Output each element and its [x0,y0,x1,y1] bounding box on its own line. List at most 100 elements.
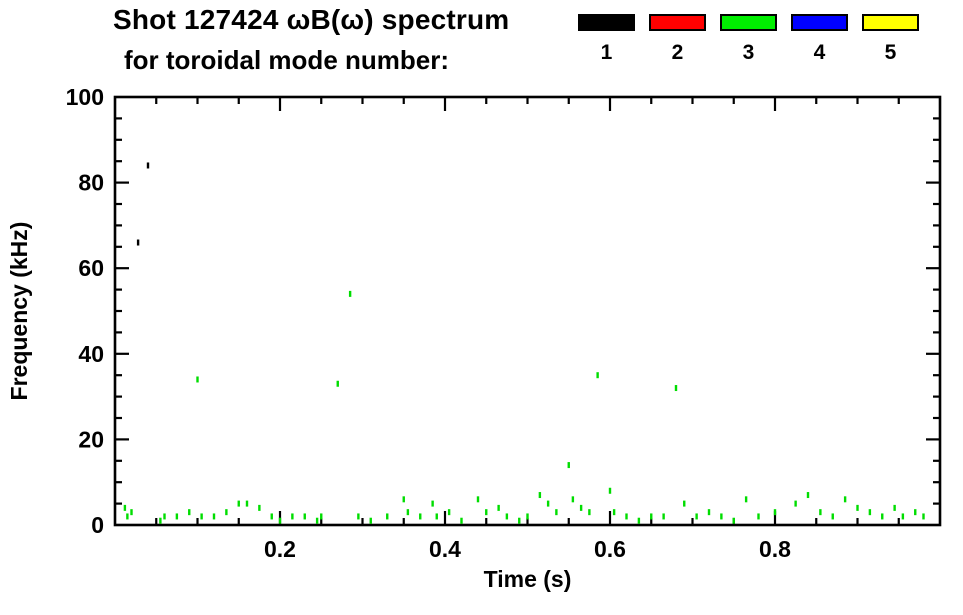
scatter-point-n=3 [348,290,352,297]
scatter-point-n=3 [608,487,612,494]
y-tick-label: 40 [78,341,104,367]
scatter-point-n=3 [315,517,319,524]
y-tick-label: 0 [91,512,104,538]
scatter-point-n=3 [674,385,678,392]
legend-label-1: 1 [600,41,613,64]
scatter-point-n=3 [538,492,542,499]
x-tick-label: 0.6 [594,536,626,562]
scatter-point-n=3 [518,517,521,524]
legend-swatch-5 [862,14,919,31]
scatter-point-n=3 [596,372,599,379]
scatter-point-n=3 [200,513,203,520]
scatter-point-n=3 [819,509,822,516]
scatter-point-n=3 [278,517,282,524]
scatter-point-n=3 [476,496,480,503]
scatter-point-n=3 [320,513,323,520]
y-tick-label: 80 [78,170,104,196]
y-axis-title: Frequency (kHz) [6,222,32,401]
scatter-point-n=3 [843,496,847,503]
scatter-point-n=3 [773,509,777,516]
scatter-point-n=3 [625,513,628,520]
scatter-point-n=3 [291,513,294,520]
scatter-point-n=3 [435,513,438,520]
legend-swatch-2 [649,14,706,31]
scatter-point-n=3 [130,509,133,516]
legend-label-4: 4 [813,41,826,64]
legend-label-5: 5 [884,41,897,64]
scatter-point-n=3 [196,376,199,383]
scatter-point-n=3 [163,513,166,520]
scatter-point-n=3 [922,513,925,520]
scatter-point-n=3 [612,509,616,516]
scatter-point-n=3 [794,500,797,507]
scatter-point-n=3 [245,500,249,507]
scatter-point-n=3 [386,513,389,520]
legend-label-2: 2 [671,41,684,64]
x-tick-label: 0.2 [264,536,296,562]
y-tick-label: 100 [66,84,104,110]
scatter-point-n=3 [868,509,872,516]
scatter-point-n=3 [856,504,859,511]
scatter-point-n=3 [188,509,191,516]
legend-swatch-4 [791,14,848,31]
scatter-point-n=3 [901,513,905,520]
scatter-point-n=3 [159,517,162,524]
scatter-point-n=3 [831,513,834,520]
mode-legend: 1 2 3 4 5 [578,14,919,65]
scatter-point-n=3 [567,462,570,469]
chart-subtitle: for toroidal mode number: [124,45,449,75]
scatter-point-n=3 [175,513,179,520]
scatter-point-n=3 [893,504,896,511]
scatter-point-n=3 [431,500,434,507]
scatter-point-n=3 [806,492,810,499]
scatter-point-n=3 [720,513,723,520]
scatter-point-n=3 [123,504,127,511]
scatter-point-n=3 [258,504,261,511]
scatter-point-n=3 [357,513,360,520]
scatter-point-n=3 [505,513,509,520]
y-tick-label: 20 [78,426,104,452]
scatter-point-n=3 [270,513,273,520]
scatter-point-n=3 [744,496,748,503]
scatter-point-n=1 [146,162,150,169]
scatter-point-n=3 [126,513,129,520]
scatter-point-n=3 [662,513,665,520]
scatter-point-n=3 [588,509,591,516]
scatter-point-n=3 [757,513,760,520]
scatter-point-n=3 [212,513,216,520]
scatter-point-n=3 [571,496,575,503]
scatter-point-n=3 [237,500,240,507]
legend-swatch-1 [578,14,635,31]
x-tick-label: 0.4 [429,536,461,562]
scatter-point-n=3 [497,504,500,511]
x-axis-title: Time (s) [484,566,572,592]
scatter-point-n=3 [707,509,711,516]
chart-titles: Shot 127424 ωB(ω) spectrum for toroidal … [113,4,509,76]
scatter-point-n=3 [732,517,735,524]
scatter-point-n=3 [695,513,698,520]
scatter-point-n=3 [369,517,372,524]
scatter-point-n=3 [526,513,529,520]
legend-labels: 1 2 3 4 5 [578,41,919,65]
scatter-point-n=3 [683,500,686,507]
scatter-point-n=3 [485,509,488,516]
scatter-point-n=3 [402,496,405,503]
scatter-point-n=3 [419,513,422,520]
plot-frame [113,95,942,527]
x-tick-label: 0.8 [759,536,791,562]
legend-label-3: 3 [742,41,755,64]
scatter-point-n=3 [303,513,306,520]
scatter-point-n=3 [460,517,463,524]
scatter-point-n=3 [650,513,653,520]
chart-title: Shot 127424 ωB(ω) spectrum [113,4,510,35]
scatter-point-n=3 [225,509,228,516]
scatter-point-n=3 [406,509,410,516]
scatter-point-n=3 [447,509,451,516]
legend-swatches [578,14,919,31]
scatter-point-n=3 [914,509,917,516]
scatter-point-n=3 [881,513,884,520]
scatter-point-n=3 [546,500,550,507]
scatter-point-n=3 [555,509,558,516]
